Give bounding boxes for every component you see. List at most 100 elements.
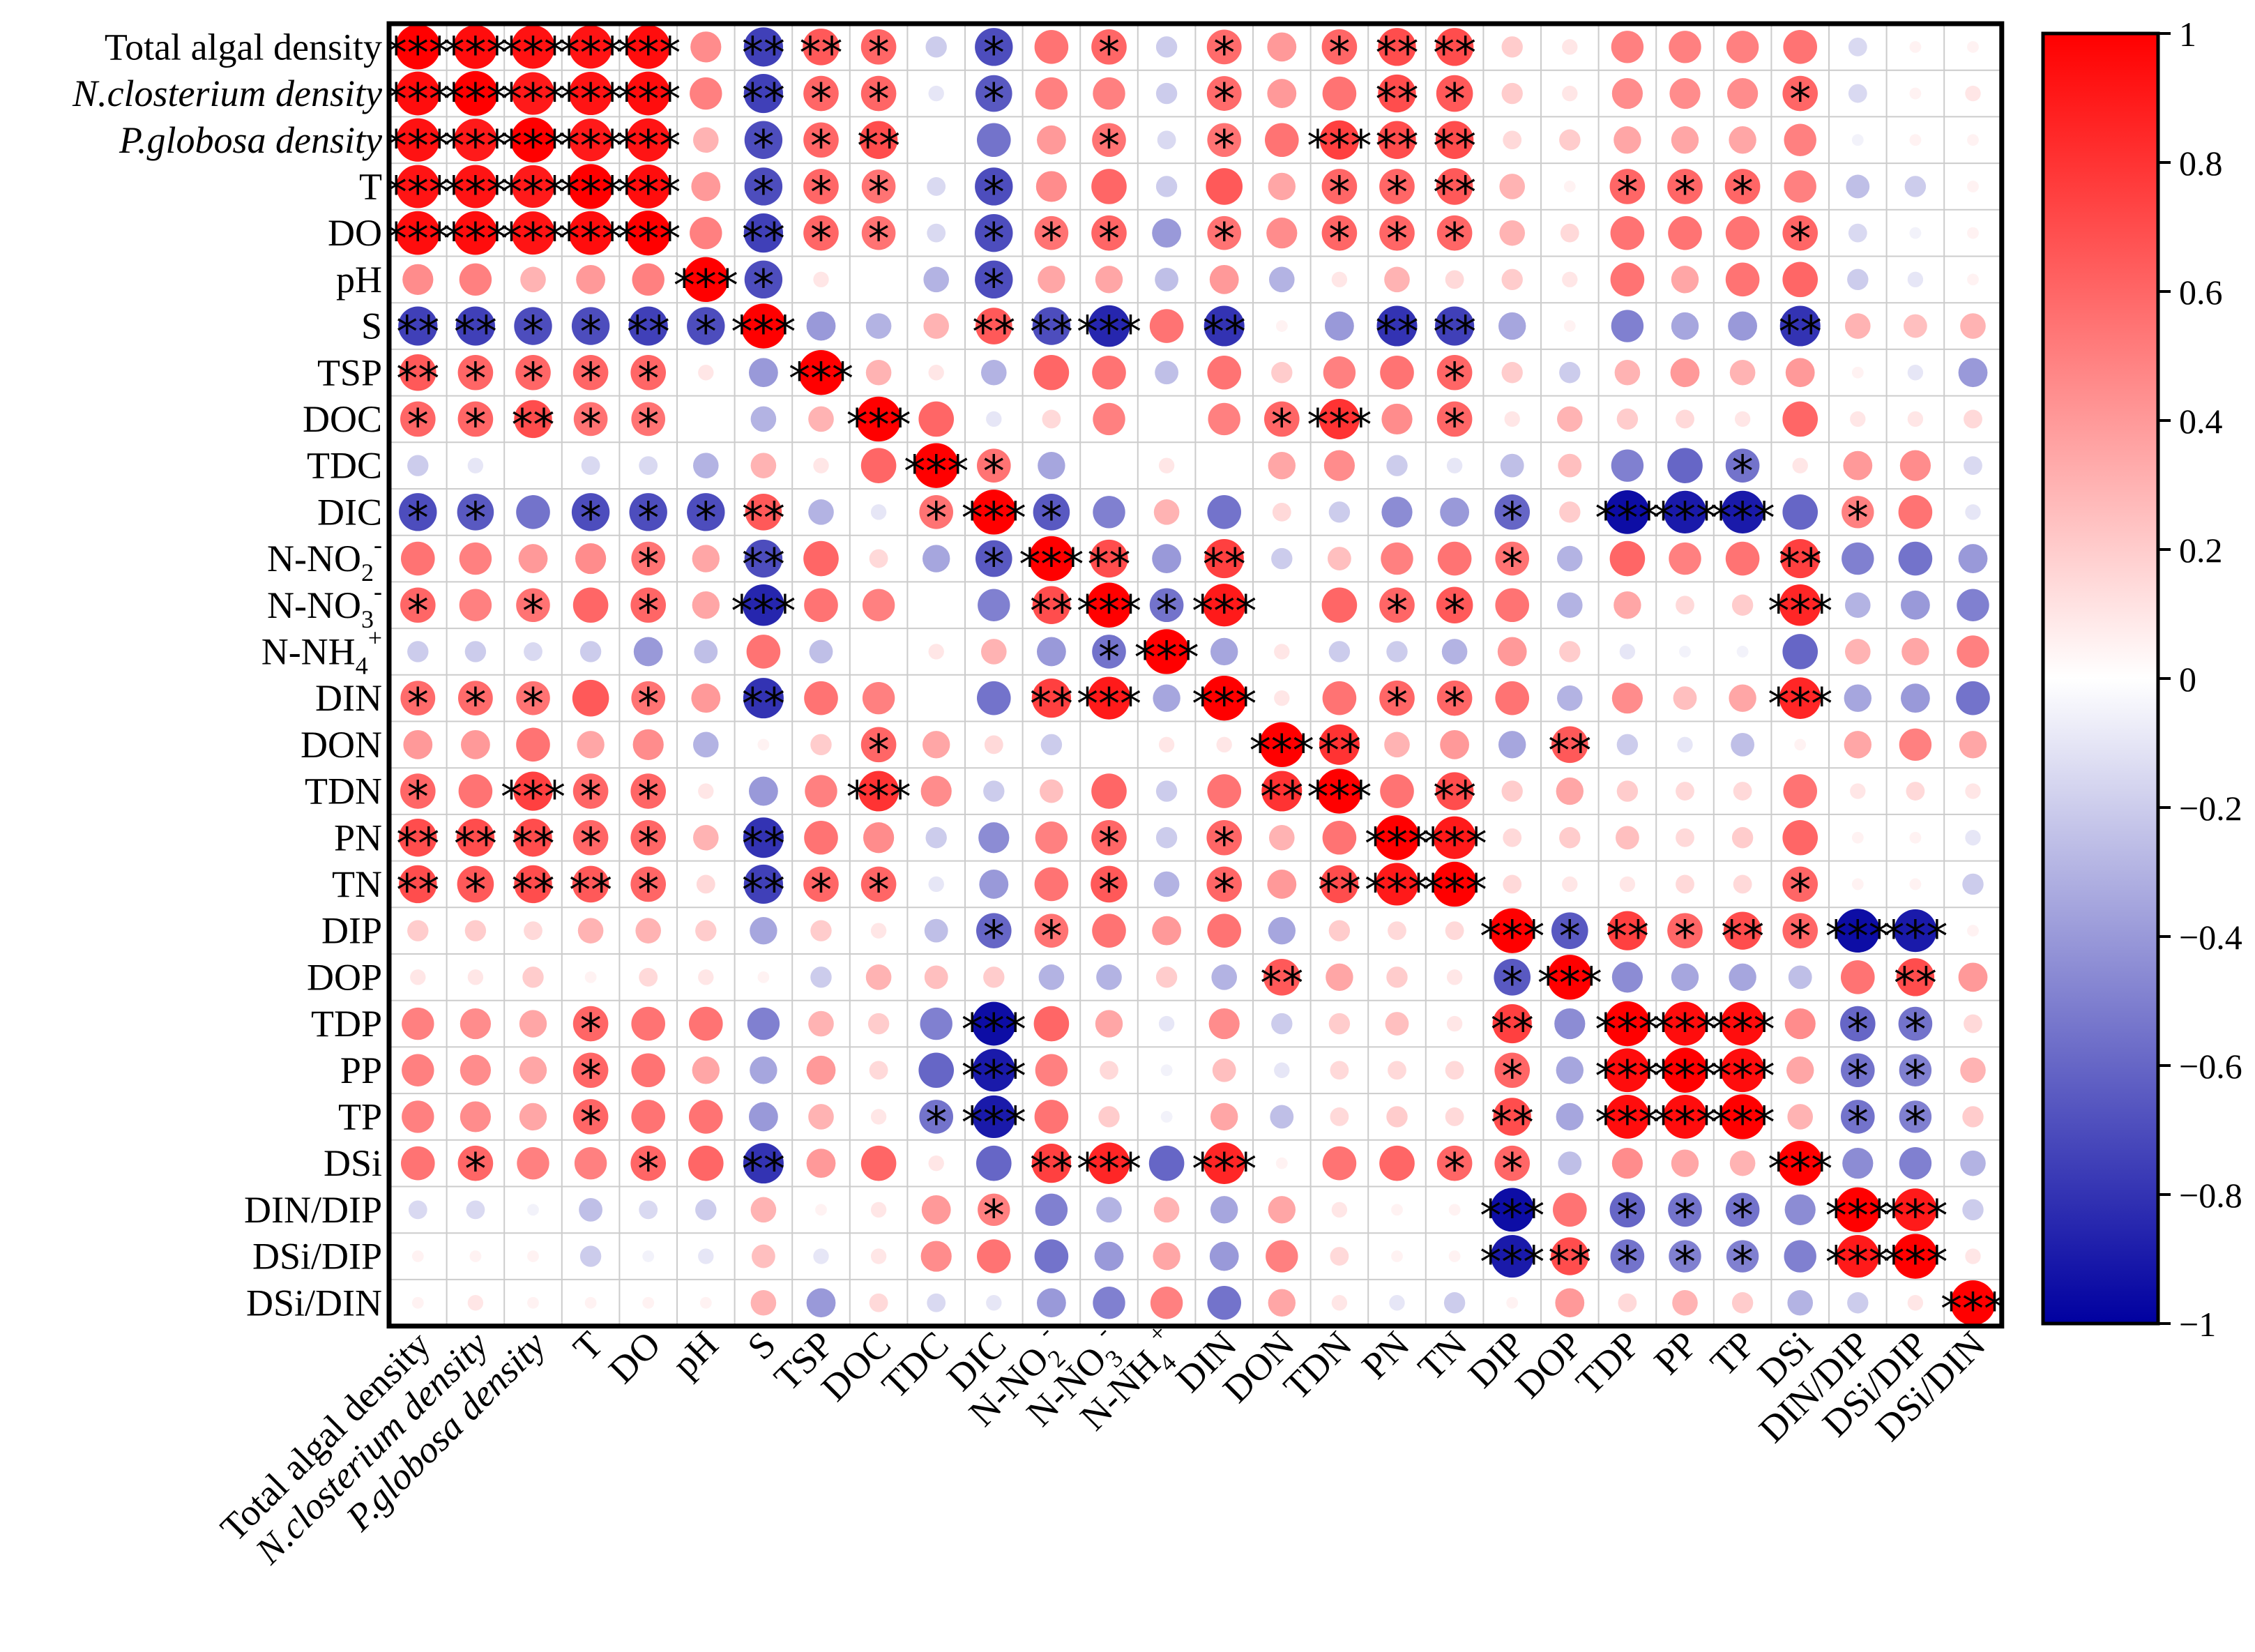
corr-circle-pgd-DSi bbox=[1784, 123, 1816, 156]
corr-circle-TSP-DINDIP bbox=[1851, 366, 1864, 379]
corr-circle-DON-NH4 bbox=[1158, 736, 1175, 753]
corr-circle-T-NH4 bbox=[1155, 176, 1178, 197]
corr-circle-pgd-DSiDIN bbox=[1967, 134, 1979, 146]
corr-circle-TP-PP bbox=[1663, 1095, 1707, 1139]
sig-star: ** bbox=[1376, 74, 1419, 125]
corr-circle-DON-NO2 bbox=[1040, 734, 1063, 756]
corr-circle-DINDIP-NH4 bbox=[1153, 1197, 1180, 1223]
sig-star: * bbox=[1386, 679, 1408, 729]
corr-circle-TDN-TDC bbox=[920, 775, 952, 807]
corr-circle-TDN-S bbox=[749, 776, 778, 806]
sig-star: * bbox=[580, 307, 602, 358]
corr-circle-PN-S bbox=[743, 817, 784, 858]
sig-star: * bbox=[1444, 679, 1466, 729]
sig-star: * bbox=[1213, 27, 1235, 78]
corr-circle-DSiDIN-NO3 bbox=[1093, 1287, 1125, 1319]
corr-circle-DSiDIP-PN bbox=[1391, 1250, 1403, 1262]
row-label-T: T bbox=[359, 165, 382, 207]
corr-circle-DIN-pH bbox=[691, 683, 721, 713]
sig-star: *** bbox=[616, 167, 681, 218]
corr-circle-TSP-TDN bbox=[1323, 356, 1356, 389]
corr-circle-TDN-PP bbox=[1676, 782, 1694, 801]
corr-circle-TDC-TSP bbox=[813, 457, 829, 473]
sig-star: * bbox=[637, 865, 659, 916]
corr-circle-TSP-TP bbox=[1729, 359, 1756, 386]
corr-circle-DIN-DIN bbox=[1201, 675, 1247, 721]
corr-circle-DSiDIN-TP bbox=[1731, 1292, 1754, 1314]
sig-star: * bbox=[810, 213, 832, 264]
corr-circle-DON-DSi bbox=[1794, 738, 1807, 751]
sig-star: *** bbox=[386, 27, 450, 78]
corr-circle-NH4-pH bbox=[694, 639, 718, 664]
corr-circle-DOP-PN bbox=[1386, 967, 1408, 988]
sig-star: *** bbox=[789, 353, 853, 404]
corr-circle-TDC-TDN bbox=[1323, 450, 1355, 481]
sig-star: ** bbox=[1894, 957, 1937, 1008]
corr-circle-DSiDIN-ncd bbox=[467, 1295, 484, 1311]
corr-circle-NO2-DSi bbox=[1780, 538, 1820, 579]
corr-circle-TN-DSi bbox=[1782, 866, 1818, 902]
sig-star: * bbox=[580, 1051, 602, 1102]
corr-circle-TDC-DIN bbox=[1223, 464, 1226, 467]
corr-circle-NH4-DSiDIN bbox=[1957, 635, 1989, 668]
corr-circle-TDN-pgd bbox=[513, 771, 553, 811]
corr-circle-TP-pH bbox=[689, 1100, 723, 1134]
corr-circle-pH-TDN bbox=[1331, 271, 1348, 288]
corr-circle-NH4-DIN bbox=[1210, 637, 1238, 666]
corr-circle-DON-DOP bbox=[1551, 726, 1588, 764]
sig-star: * bbox=[1501, 492, 1523, 543]
colorbar-tick-label: −0.6 bbox=[2179, 1047, 2242, 1086]
corr-circle-NH4-ncd bbox=[464, 641, 487, 662]
corr-circle-DIC-TN bbox=[1440, 497, 1470, 527]
sig-star: *** bbox=[1307, 772, 1372, 823]
corr-circle-NH4-DSi bbox=[1782, 634, 1818, 669]
corr-circle-DOP-DSiDIP bbox=[1896, 958, 1935, 996]
corr-circle-PN-DIC bbox=[978, 822, 1010, 854]
corr-circle-TN-PP bbox=[1676, 874, 1694, 894]
corr-circle-TSP-NO3 bbox=[1092, 355, 1126, 390]
corr-circle-TDN-PN bbox=[1380, 774, 1414, 808]
corr-circle-DINDIP-T bbox=[579, 1197, 602, 1222]
corr-circle-NO2-TDP bbox=[1609, 540, 1646, 577]
corr-circle-DO-DSiDIN bbox=[1967, 227, 1979, 239]
row-label-DON: DON bbox=[301, 724, 382, 766]
corr-circle-DOP-pH bbox=[698, 969, 714, 985]
corr-circle-DOP-TP bbox=[1729, 963, 1756, 992]
corr-circle-DO-TDN bbox=[1321, 215, 1358, 251]
corr-circle-NO2-TN bbox=[1437, 541, 1472, 576]
corr-circle-DSi-TDC bbox=[928, 1155, 944, 1172]
corr-circle-TSP-S bbox=[749, 358, 778, 388]
corr-circle-ncd-DOP bbox=[1562, 85, 1578, 102]
corr-circle-DSiDIN-PN bbox=[1389, 1295, 1405, 1311]
corr-circle-pgd-NO2 bbox=[1037, 125, 1066, 155]
corr-circle-TDN-pH bbox=[698, 783, 714, 799]
row-label-PN: PN bbox=[334, 817, 382, 858]
corr-circle-TDP-TDN bbox=[1328, 1013, 1351, 1035]
corr-circle-DO-TN bbox=[1436, 215, 1473, 251]
corr-circle-TDN-T bbox=[572, 773, 609, 809]
corr-circle-DIN-PP bbox=[1673, 686, 1697, 711]
sig-star: *** bbox=[1422, 818, 1487, 869]
sig-star: *** bbox=[1480, 1237, 1544, 1288]
corr-circle-NO3-TP bbox=[1731, 594, 1754, 616]
corr-circle-TDN-TN bbox=[1435, 772, 1474, 810]
corr-circle-T-TP bbox=[1724, 169, 1761, 204]
corr-circle-TP-DIC bbox=[972, 1095, 1015, 1139]
sig-star: ** bbox=[1433, 772, 1476, 823]
corr-circle-DOP-DO bbox=[639, 967, 658, 987]
corr-circle-PN-DINDIP bbox=[1851, 831, 1864, 844]
corr-circle-NH4-T bbox=[579, 641, 602, 662]
corr-circle-tad-DIC bbox=[975, 28, 1013, 66]
sig-star: *** bbox=[386, 74, 450, 125]
corr-circle-DSiDIN-DOP bbox=[1555, 1288, 1585, 1318]
corr-circle-DSi-TN bbox=[1436, 1145, 1473, 1181]
corr-circle-NO3-S bbox=[743, 584, 784, 626]
sig-star: * bbox=[983, 1190, 1005, 1241]
corr-circle-DSi-pH bbox=[688, 1145, 724, 1181]
corr-circle-DO-TDC bbox=[927, 223, 946, 243]
corr-circle-DO-DIP bbox=[1499, 220, 1525, 246]
corr-circle-tad-NO2 bbox=[1034, 30, 1069, 64]
corr-circle-DIN-DOP bbox=[1557, 685, 1583, 711]
sig-star: * bbox=[464, 679, 486, 729]
corr-circle-PN-TDC bbox=[925, 827, 947, 849]
